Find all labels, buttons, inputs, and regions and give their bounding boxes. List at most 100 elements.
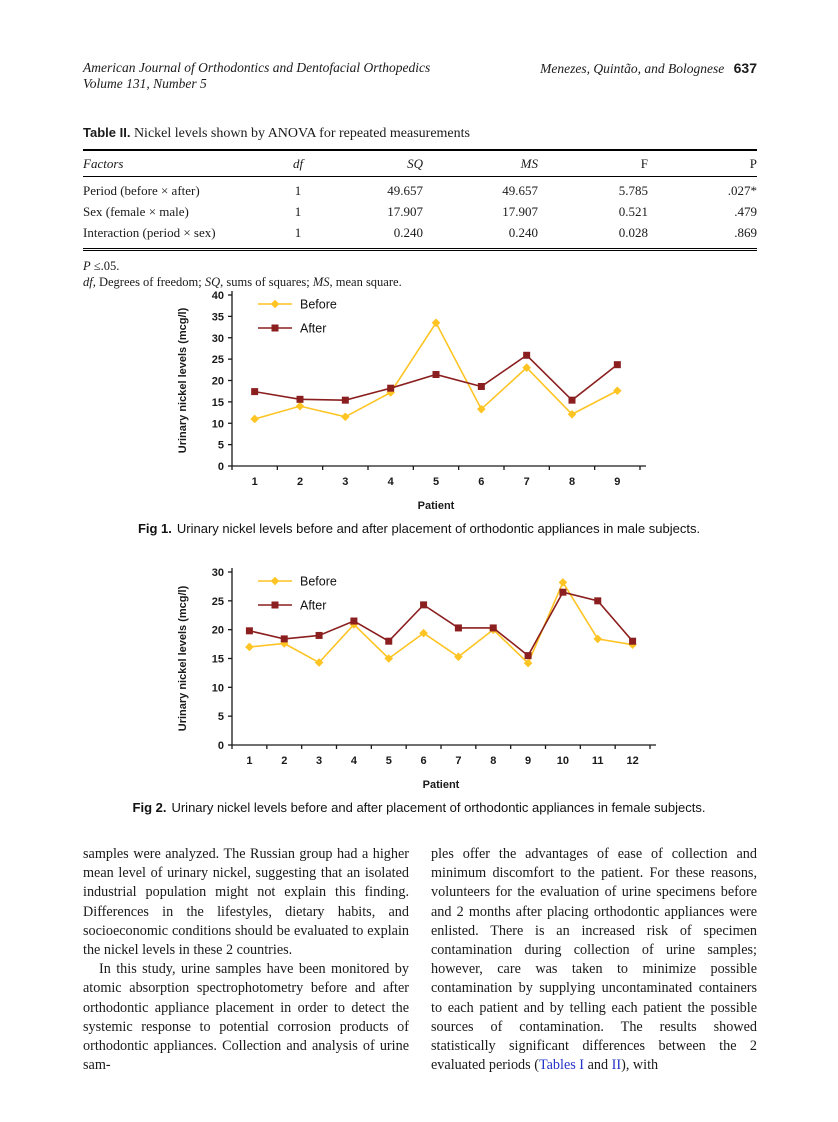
svg-text:4: 4	[388, 476, 395, 488]
svg-text:3: 3	[316, 755, 322, 767]
svg-text:After: After	[300, 599, 326, 613]
left-column: samples were analyzed. The Russian group…	[83, 845, 409, 1075]
table-row: Interaction (period × sex) 1 0.240 0.240…	[83, 223, 757, 250]
svg-text:6: 6	[421, 755, 427, 767]
svg-text:3: 3	[342, 476, 348, 488]
text-segment: and	[584, 1057, 612, 1074]
svg-text:8: 8	[490, 755, 496, 767]
svg-text:30: 30	[212, 567, 224, 579]
svg-text:9: 9	[614, 476, 620, 488]
svg-text:2: 2	[297, 476, 303, 488]
cell-ms: 49.657	[502, 183, 538, 198]
svg-text:12: 12	[626, 755, 638, 767]
right-column: ples offer the advantages of ease of col…	[431, 845, 757, 1075]
svg-text:1: 1	[246, 755, 252, 767]
cell-factor: Interaction (period × sex)	[83, 225, 216, 240]
page-header: American Journal of Orthodontics and Den…	[83, 60, 757, 92]
svg-text:Patient: Patient	[423, 779, 460, 791]
col-header-p: P	[648, 150, 757, 177]
cell-p: .027*	[727, 183, 757, 198]
svg-text:0: 0	[218, 461, 224, 473]
text-segment: , mean square.	[329, 275, 402, 289]
svg-text:5: 5	[386, 755, 392, 767]
cell-sq: 49.657	[387, 183, 423, 198]
cell-f: 5.785	[618, 183, 648, 198]
svg-text:15: 15	[212, 654, 224, 666]
text-segment: P	[83, 259, 91, 273]
col-header-df: df	[268, 150, 328, 177]
svg-text:8: 8	[569, 476, 575, 488]
cross-reference-link[interactable]: Tables I	[538, 1057, 585, 1074]
svg-text:40: 40	[212, 290, 224, 302]
col-header-f: F	[558, 150, 648, 177]
svg-text:9: 9	[525, 755, 531, 767]
svg-text:5: 5	[218, 440, 224, 452]
cell-factor: Sex (female × male)	[83, 204, 189, 219]
cell-sq: 17.907	[387, 204, 423, 219]
svg-text:20: 20	[212, 376, 224, 388]
paragraph: samples were analyzed. The Russian group…	[83, 846, 409, 959]
svg-text:30: 30	[212, 333, 224, 345]
journal-info: American Journal of Orthodontics and Den…	[83, 60, 430, 92]
text-segment: SQ	[204, 275, 221, 289]
table-row: Sex (female × male) 1 17.907 17.907 0.52…	[83, 202, 757, 223]
svg-text:35: 35	[212, 311, 224, 323]
text-segment: ≤.05.	[90, 259, 120, 273]
svg-text:20: 20	[212, 625, 224, 637]
svg-text:4: 4	[351, 755, 358, 767]
fig1-line-chart: 0 5 10 15 20 25 30 35 40 1 2 3 4 5 6 7 8 9 Before After Urin…	[177, 290, 646, 512]
figure-2-caption: Fig 2. Urinary nickel levels before and a…	[0, 800, 838, 815]
body-text: samples were analyzed. The Russian group…	[83, 845, 757, 1075]
paragraph: In this study, urine samples have been m…	[83, 961, 409, 1074]
figure-2-label: Fig 2.	[132, 800, 167, 815]
cell-p: .479	[734, 204, 757, 219]
text-segment: , sums of squares;	[220, 275, 313, 289]
svg-text:After: After	[300, 322, 326, 336]
footnote-significance: P ≤.05.	[83, 258, 757, 274]
cell-ms: 17.907	[502, 204, 538, 219]
svg-text:Urinary nickel levels (mcg/l): Urinary nickel levels (mcg/l)	[177, 585, 189, 731]
figure-1-caption: Fig 1. Urinary nickel levels before and a…	[0, 521, 838, 536]
svg-text:10: 10	[212, 418, 224, 430]
cell-df: 1	[294, 183, 302, 198]
svg-text:Urinary nickel levels (mcg/l): Urinary nickel levels (mcg/l)	[177, 307, 189, 453]
authors: Menezes, Quintão, and Bolognese	[540, 61, 725, 76]
cell-df: 1	[294, 204, 302, 219]
footnote-abbreviations: df, Degrees of freedom; SQ, sums of squa…	[83, 274, 757, 290]
svg-text:10: 10	[212, 682, 224, 694]
text-segment: MS	[312, 275, 330, 289]
cell-df: 1	[294, 225, 302, 240]
table-2-section: Table II. Nickel levels shown by ANOVA f…	[83, 125, 757, 290]
table-2-label: Table II.	[83, 125, 131, 140]
svg-text:25: 25	[212, 354, 224, 366]
figure-1-text: Urinary nickel levels before and after p…	[176, 521, 701, 536]
svg-text:5: 5	[433, 476, 439, 488]
svg-text:11: 11	[592, 755, 604, 767]
cell-f: 0.028	[618, 225, 648, 240]
journal-volume: Volume 131, Number 5	[83, 76, 207, 91]
running-head: Menezes, Quintão, and Bolognese 637	[540, 60, 757, 77]
svg-text:1: 1	[252, 476, 258, 488]
svg-text:25: 25	[212, 596, 224, 608]
cross-reference-link[interactable]: II	[611, 1057, 622, 1074]
cell-p: .869	[734, 225, 757, 240]
svg-text:0: 0	[218, 740, 224, 752]
svg-text:Before: Before	[300, 575, 337, 589]
col-header-factors: Factors	[83, 150, 268, 177]
figure-2-text: Urinary nickel levels before and after p…	[171, 800, 706, 815]
figure-1-label: Fig 1.	[137, 521, 172, 536]
svg-text:7: 7	[524, 476, 530, 488]
cell-factor: Period (before × after)	[83, 183, 200, 198]
page-number: 637	[733, 60, 757, 76]
table-2-title: Table II. Nickel levels shown by ANOVA f…	[83, 125, 757, 142]
figure-1: 0 5 10 15 20 25 30 35 40 1 2 3 4 5 6 7 8 9 Before After Urin…	[174, 283, 654, 526]
col-header-sq: SQ	[328, 150, 443, 177]
table-footnotes: P ≤.05. df, Degrees of freedom; SQ, sums…	[83, 258, 757, 290]
table-2-caption: Nickel levels shown by ANOVA for repeate…	[133, 126, 470, 141]
text-segment: df	[83, 275, 93, 289]
cell-f: 0.521	[618, 204, 648, 219]
anova-table: Factors df SQ MS F P Period (before × af…	[83, 149, 757, 251]
paragraph: ples offer the advantages of ease of col…	[431, 845, 757, 1075]
